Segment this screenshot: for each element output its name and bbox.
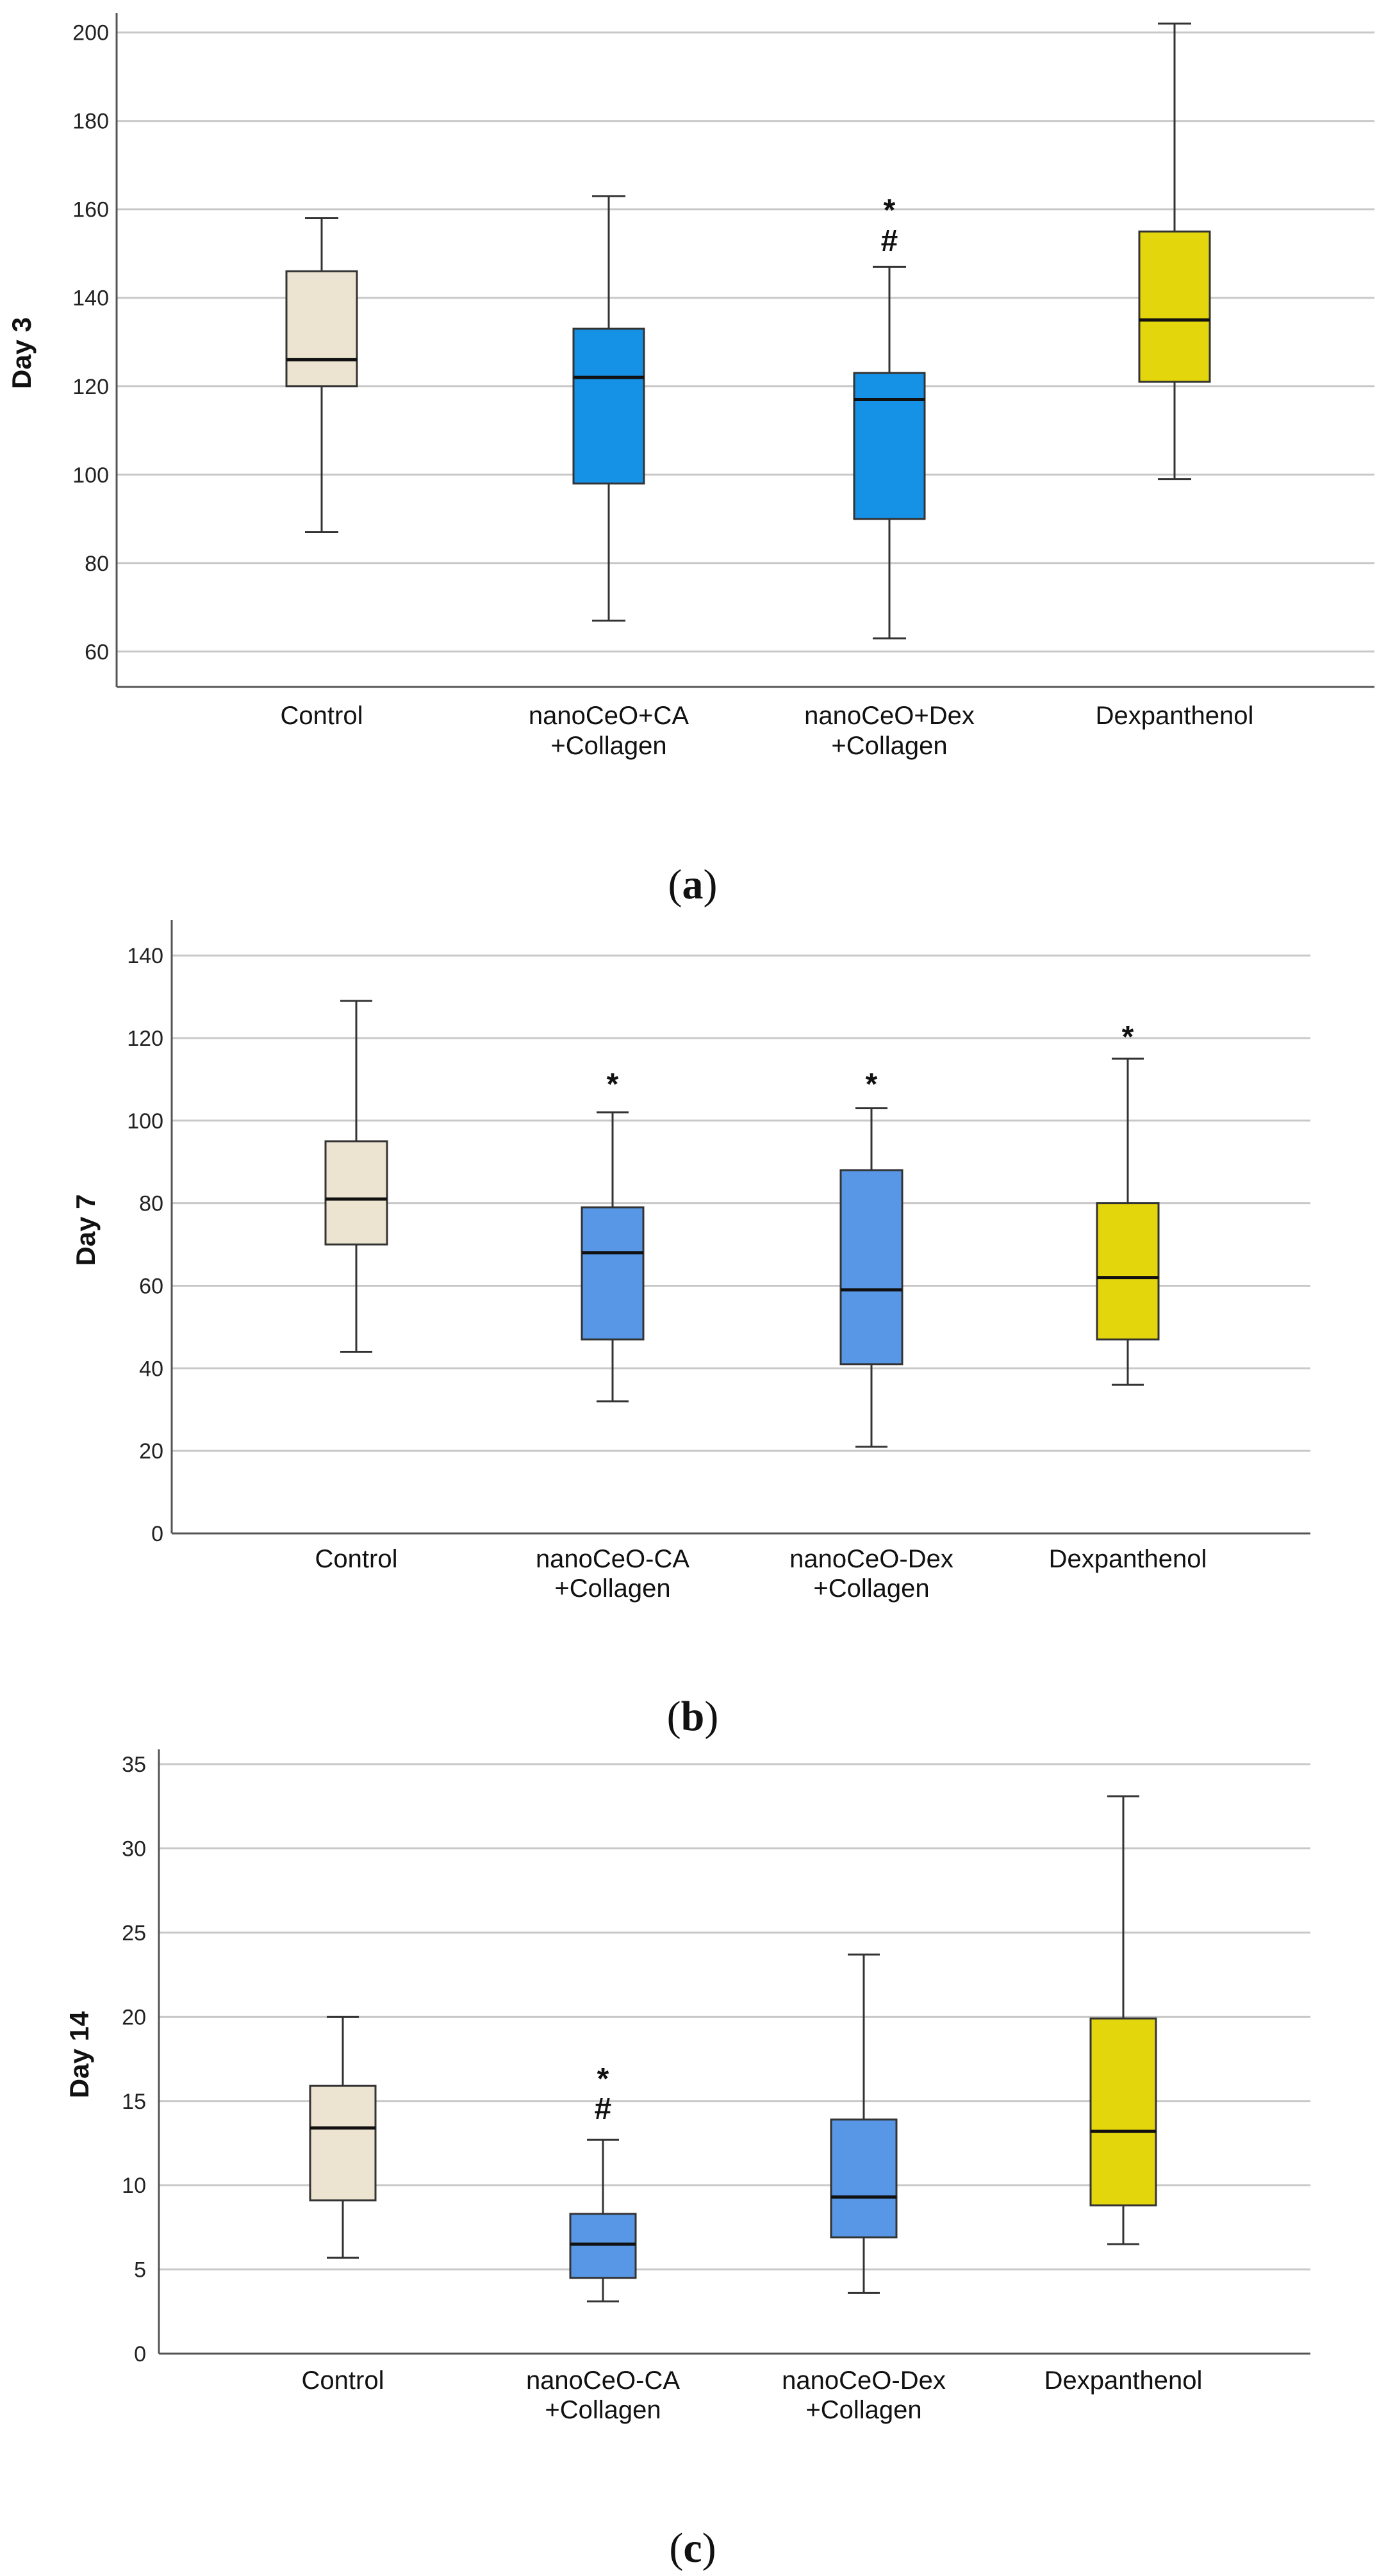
box-iqr — [324, 1140, 388, 1246]
box-iqr — [581, 1206, 645, 1341]
y-axis-label: Day 3 — [6, 317, 37, 389]
significance-star: * — [866, 1068, 878, 1102]
category-label: Dexpanthenol — [1044, 2366, 1203, 2395]
chart-panel-a: 60 80 100 120 140 160 180 200 Day 3 Control nanoCe… — [6, 13, 1374, 908]
y-tick-label: 100 — [127, 1109, 163, 1134]
category-label: Dexpanthenol — [1049, 1545, 1207, 1573]
category-label: nanoCeO-CA — [536, 1545, 689, 1573]
category-label: Control — [302, 2366, 384, 2395]
category-label: nanoCeO-Dex — [782, 2366, 946, 2395]
y-tick-label: 10 — [122, 2174, 146, 2198]
category-label: nanoCeO-CA — [526, 2366, 680, 2395]
y-tick-label: 140 — [127, 944, 163, 968]
y-tick-label: 0 — [151, 1522, 163, 1546]
y-tick-label: 60 — [139, 1274, 163, 1298]
category-label: Control — [281, 702, 363, 730]
y-tick-label: 20 — [122, 2005, 146, 2029]
box-iqr — [1089, 2017, 1157, 2207]
y-tick-label: 140 — [72, 286, 109, 311]
boxplot-3 — [839, 1107, 903, 1448]
box-iqr — [309, 2085, 377, 2202]
chart-panel-b: 0 20 40 60 80 100 120 140 Day 7 Control nanoCeO-CA… — [70, 920, 1310, 1740]
category-label: +Collagen — [550, 732, 666, 760]
category-label: +Collagen — [554, 1574, 670, 1603]
box-iqr — [839, 1169, 903, 1366]
category-label: Control — [315, 1545, 398, 1573]
boxplot-1 — [309, 2015, 377, 2259]
boxplot-2 — [581, 1111, 645, 1403]
y-tick-label: 20 — [139, 1439, 163, 1464]
y-tick-label: 80 — [139, 1192, 163, 1216]
boxplot-3 — [853, 265, 926, 640]
category-label: +Collagen — [805, 2396, 921, 2424]
significance-hash: # — [595, 2092, 612, 2126]
category-label: nanoCeO-Dex — [789, 1545, 953, 1573]
significance-star: * — [1122, 1020, 1134, 1054]
significance-star: * — [884, 194, 896, 227]
boxplot-4 — [1138, 22, 1211, 481]
boxplot-4 — [1096, 1057, 1160, 1386]
significance-hash: # — [881, 224, 898, 258]
y-axis-label: Day 7 — [70, 1194, 101, 1266]
y-tick-label: 5 — [134, 2258, 146, 2283]
boxplot-2 — [569, 2138, 637, 2303]
y-tick-label: 0 — [134, 2342, 146, 2366]
category-label: nanoCeO+CA — [529, 702, 689, 730]
panel-caption: (b) — [667, 1693, 719, 1740]
category-label: +Collagen — [545, 2396, 661, 2424]
boxplot-2 — [572, 195, 645, 622]
y-tick-label: 200 — [72, 21, 109, 45]
y-tick-label: 120 — [72, 375, 109, 399]
box-iqr — [572, 327, 645, 485]
y-axis-label: Day 14 — [64, 2011, 94, 2098]
y-tick-label: 35 — [122, 1753, 146, 1777]
y-tick-label: 30 — [122, 1837, 146, 1862]
significance-star: * — [597, 2062, 609, 2096]
box-iqr — [569, 2213, 637, 2279]
boxplot-1 — [324, 1000, 388, 1353]
panel-caption: (a) — [668, 861, 718, 908]
y-tick-label: 180 — [72, 110, 109, 134]
boxplot-1 — [285, 217, 358, 533]
box-iqr — [853, 372, 926, 520]
y-tick-label: 60 — [85, 640, 109, 665]
panel-caption: (c) — [669, 2525, 716, 2572]
box-iqr — [1138, 230, 1211, 383]
y-tick-label: 40 — [139, 1357, 163, 1381]
y-tick-label: 25 — [122, 1921, 146, 1945]
y-tick-label: 15 — [122, 2090, 146, 2114]
y-tick-label: 100 — [72, 463, 109, 488]
boxplot-3 — [830, 1953, 898, 2294]
box-iqr — [1096, 1202, 1160, 1341]
significance-star: * — [607, 1068, 619, 1102]
y-tick-label: 160 — [72, 198, 109, 222]
category-label: nanoCeO+Dex — [804, 702, 975, 730]
category-label: Dexpanthenol — [1096, 702, 1254, 730]
box-iqr — [830, 2118, 898, 2239]
category-label: +Collagen — [813, 1574, 929, 1603]
y-tick-label: 120 — [127, 1027, 163, 1051]
box-iqr — [285, 270, 358, 388]
y-tick-label: 80 — [85, 552, 109, 576]
boxplot-4 — [1089, 1795, 1157, 2245]
category-label: +Collagen — [831, 732, 947, 760]
